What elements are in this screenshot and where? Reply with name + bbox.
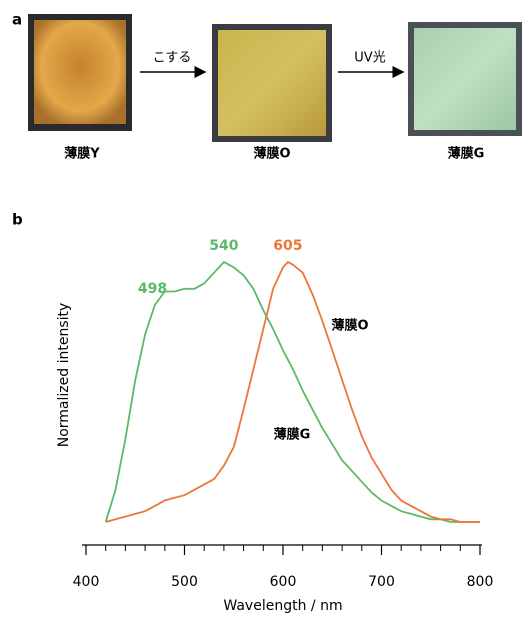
film-label: 薄膜Y [64,146,100,162]
peak-label: 605 [273,238,302,254]
series-label: 薄膜O [331,318,368,334]
x-axis-title: Wavelength / nm [223,598,342,614]
arrow-label: こする [153,51,192,66]
line-series [106,262,480,522]
peak-label: 498 [138,281,167,297]
x-tick-label: 800 [467,574,494,590]
film-photo [34,20,126,124]
series-label: 薄膜G [274,427,311,443]
film-label: 薄膜O [253,146,290,162]
x-tick-label: 400 [73,574,100,590]
film-label: 薄膜G [448,146,485,162]
x-tick-label: 600 [270,574,297,590]
y-axis-title: Normalized intensity [56,303,72,448]
x-tick-label: 700 [368,574,395,590]
x-tick-label: 500 [171,574,198,590]
peak-label: 540 [209,238,238,254]
arrow-label: UV光 [354,51,385,66]
panel-label: a [12,11,22,29]
figure: a こする UV光 薄膜Y 薄膜O 薄膜G b Wavelength / nm … [0,0,530,614]
film-photo [414,28,516,130]
film-photo [218,30,326,136]
panel-label: b [12,211,23,229]
line-series [106,262,480,522]
